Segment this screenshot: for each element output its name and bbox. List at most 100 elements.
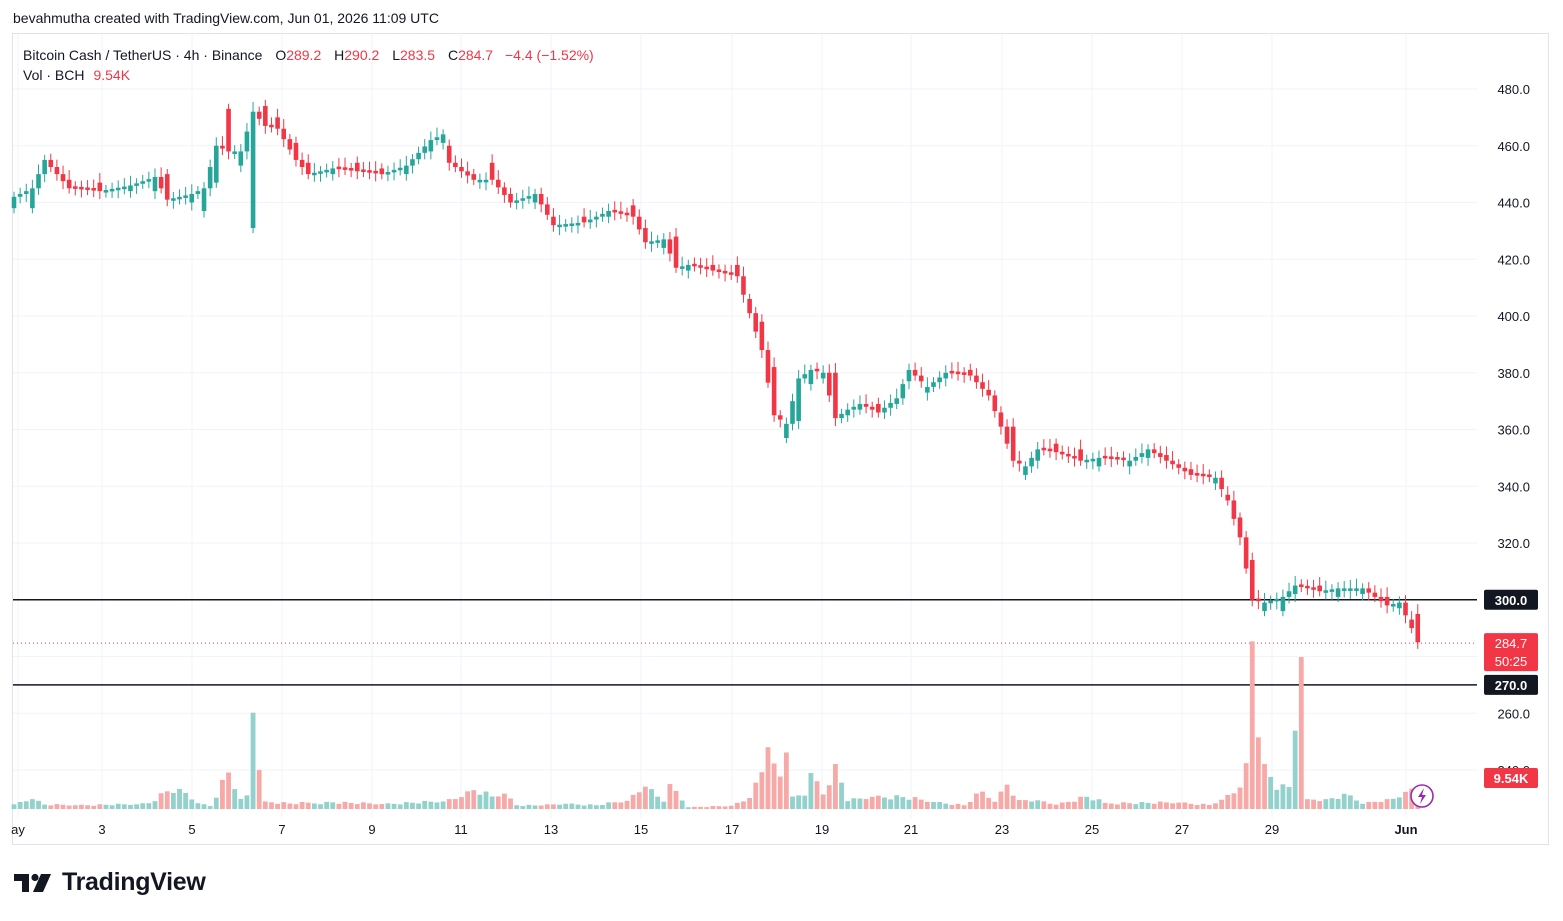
volume-bar <box>728 805 734 809</box>
volume-badge[interactable] <box>1484 768 1538 788</box>
volume-bar <box>275 803 280 809</box>
candle-body <box>526 196 532 199</box>
volume-bar <box>109 805 115 809</box>
volume-bar <box>624 800 630 809</box>
volume-bar <box>1298 657 1304 809</box>
volume-bar <box>1255 737 1261 809</box>
volume-bar <box>1249 641 1255 809</box>
last-price-badge[interactable] <box>1484 633 1538 672</box>
candle-body <box>293 142 299 160</box>
candle-body <box>765 350 771 383</box>
volume-bar <box>1023 800 1028 809</box>
volume-bar <box>91 805 97 809</box>
volume-bar <box>679 800 685 809</box>
volume-bar <box>851 798 857 809</box>
low-label: L <box>392 47 400 63</box>
tradingview-brand[interactable]: TradingView <box>14 868 206 897</box>
candle-body <box>520 198 526 201</box>
price-tick-label: 360.0 <box>1497 423 1530 438</box>
legend-volume-row: Vol · BCH 9.54K <box>23 65 594 85</box>
volume-bar <box>287 803 293 809</box>
volume-bar <box>974 793 979 809</box>
candle-body <box>250 111 256 229</box>
candle-body <box>1323 590 1329 593</box>
volume-bar <box>465 791 471 809</box>
candle-body <box>232 151 237 154</box>
volume-bar <box>48 805 54 809</box>
volume-bar <box>1053 804 1059 809</box>
candle-body <box>557 224 562 228</box>
volume-bar <box>195 803 201 809</box>
candle-body <box>508 193 513 203</box>
candle-body <box>103 190 109 193</box>
candle-body <box>545 204 550 215</box>
candle-body <box>336 166 342 170</box>
horizontal-levels <box>13 598 1477 686</box>
candle-body <box>863 403 869 407</box>
volume-bar <box>777 776 783 809</box>
price-tick-label: 420.0 <box>1497 252 1530 267</box>
volume-bar <box>502 793 507 809</box>
volume-bar <box>1157 801 1163 809</box>
candle-body <box>91 188 96 191</box>
candle-body <box>551 216 556 226</box>
candle-body <box>728 272 734 275</box>
lightning-icon[interactable] <box>1410 784 1434 808</box>
time-tick-label: ay <box>11 822 25 837</box>
candle-body <box>305 162 311 175</box>
volume-bar <box>1121 802 1126 809</box>
price-tick-label: 400.0 <box>1497 309 1530 324</box>
volume-bar <box>79 804 84 809</box>
candle-body <box>1415 613 1421 643</box>
volume-bar <box>888 799 893 809</box>
volume-bar <box>551 804 556 809</box>
volume-bar <box>1176 802 1182 809</box>
candle-body <box>422 146 428 153</box>
volume-bar <box>820 794 826 809</box>
time-tick-label: 11 <box>454 822 468 837</box>
volume-bars <box>11 641 1421 809</box>
volume-bar <box>642 786 648 809</box>
volume-bar <box>912 797 918 809</box>
volume-bar <box>667 784 673 809</box>
volume-bar <box>1372 801 1378 809</box>
volume-bar <box>538 805 544 809</box>
candle-body <box>207 167 213 189</box>
volume-bar <box>1059 802 1065 809</box>
volume-bar <box>569 803 575 809</box>
candle-body <box>1090 458 1096 462</box>
candle-body <box>673 236 679 268</box>
chart-frame <box>12 33 1549 845</box>
volume-label[interactable]: Vol · BCH <box>23 67 85 83</box>
volume-bar <box>1231 793 1237 809</box>
candle-body <box>465 171 470 176</box>
level-price-badge[interactable] <box>1484 674 1538 695</box>
candle-body <box>1188 469 1194 475</box>
candle-body <box>967 369 973 376</box>
candle-body <box>434 137 440 141</box>
time-tick-label: 25 <box>1085 822 1099 837</box>
candle-body <box>238 151 244 166</box>
candle-body <box>655 240 660 243</box>
volume-bar <box>459 797 464 809</box>
volume-bar <box>955 803 961 809</box>
volume-bar <box>495 796 501 809</box>
candle-body <box>1096 457 1102 467</box>
candle-body <box>373 170 378 174</box>
candle-body <box>502 187 507 195</box>
candle-body <box>538 193 544 205</box>
candle-body <box>183 195 188 198</box>
candle-body <box>1360 588 1365 595</box>
symbol-description[interactable]: Bitcoin Cash / TetherUS · 4h · Binance <box>23 47 263 63</box>
volume-bar <box>532 805 538 809</box>
level-price-badge[interactable] <box>1484 589 1538 610</box>
candle-body <box>30 188 35 209</box>
candle-body <box>955 371 961 375</box>
candle-body <box>667 239 673 254</box>
time-tick-label: 17 <box>725 822 739 837</box>
candle-body <box>851 406 857 410</box>
candle-body <box>1182 467 1188 472</box>
volume-bar <box>238 798 244 809</box>
candle-body <box>391 169 397 173</box>
